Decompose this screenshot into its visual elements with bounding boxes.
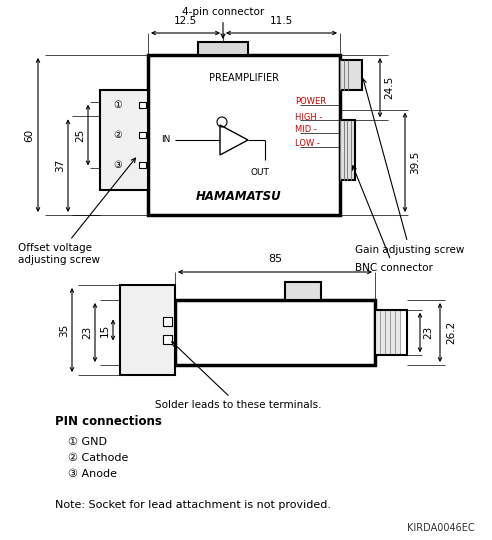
Text: HIGH -: HIGH - — [295, 112, 322, 122]
Bar — [198, 42, 248, 55]
Text: 39.5: 39.5 — [410, 151, 420, 174]
Bar — [148, 55, 340, 215]
Text: KIRDA0046EC: KIRDA0046EC — [407, 523, 475, 533]
Bar — [100, 90, 148, 190]
Text: PIN connections: PIN connections — [55, 415, 162, 428]
Text: 12.5: 12.5 — [174, 16, 197, 26]
Text: ① GND: ① GND — [68, 437, 107, 447]
Bar — [385, 310, 390, 355]
Text: 23: 23 — [82, 326, 92, 339]
Text: Solder leads to these terminals.: Solder leads to these terminals. — [155, 342, 321, 410]
Bar — [375, 310, 380, 355]
Bar — [395, 310, 400, 355]
Bar — [340, 60, 362, 90]
Bar — [139, 162, 146, 168]
Text: OUT: OUT — [250, 168, 270, 177]
Bar — [390, 310, 395, 355]
Text: 26.2: 26.2 — [446, 321, 456, 344]
Bar — [175, 300, 375, 365]
Text: 15: 15 — [100, 323, 110, 336]
Bar — [163, 334, 172, 343]
Text: 25: 25 — [75, 129, 85, 141]
Bar — [380, 310, 385, 355]
Bar — [139, 102, 146, 108]
Bar — [139, 132, 146, 138]
Text: 24.5: 24.5 — [384, 76, 394, 99]
Text: HAMAMATSU: HAMAMATSU — [195, 191, 281, 204]
Text: 23: 23 — [423, 326, 433, 339]
Bar — [340, 120, 355, 180]
Text: BNC connector: BNC connector — [352, 166, 433, 273]
Text: 85: 85 — [268, 254, 282, 264]
Text: ③: ③ — [114, 160, 123, 170]
Text: ②: ② — [114, 130, 123, 140]
Text: ③ Anode: ③ Anode — [68, 469, 117, 479]
Bar — [120, 285, 175, 375]
Text: 11.5: 11.5 — [270, 16, 293, 26]
Text: Note: Socket for lead attachment is not provided.: Note: Socket for lead attachment is not … — [55, 500, 331, 510]
Bar — [285, 282, 321, 300]
Text: ② Cathode: ② Cathode — [68, 453, 128, 463]
Text: Offset voltage
adjusting screw: Offset voltage adjusting screw — [18, 158, 135, 265]
Text: Gain adjusting screw: Gain adjusting screw — [355, 79, 464, 255]
Text: LOW -: LOW - — [295, 138, 320, 147]
Text: ①: ① — [114, 100, 123, 110]
Text: 4-pin connector: 4-pin connector — [182, 7, 264, 38]
Text: PREAMPLIFIER: PREAMPLIFIER — [209, 73, 279, 83]
Text: MID -: MID - — [295, 125, 317, 134]
Text: 35: 35 — [59, 323, 69, 336]
Text: IN: IN — [162, 136, 171, 145]
Text: 60: 60 — [24, 129, 34, 141]
Text: POWER: POWER — [295, 98, 326, 106]
Bar — [375, 310, 407, 355]
Text: 37: 37 — [55, 159, 65, 172]
Bar — [163, 316, 172, 326]
